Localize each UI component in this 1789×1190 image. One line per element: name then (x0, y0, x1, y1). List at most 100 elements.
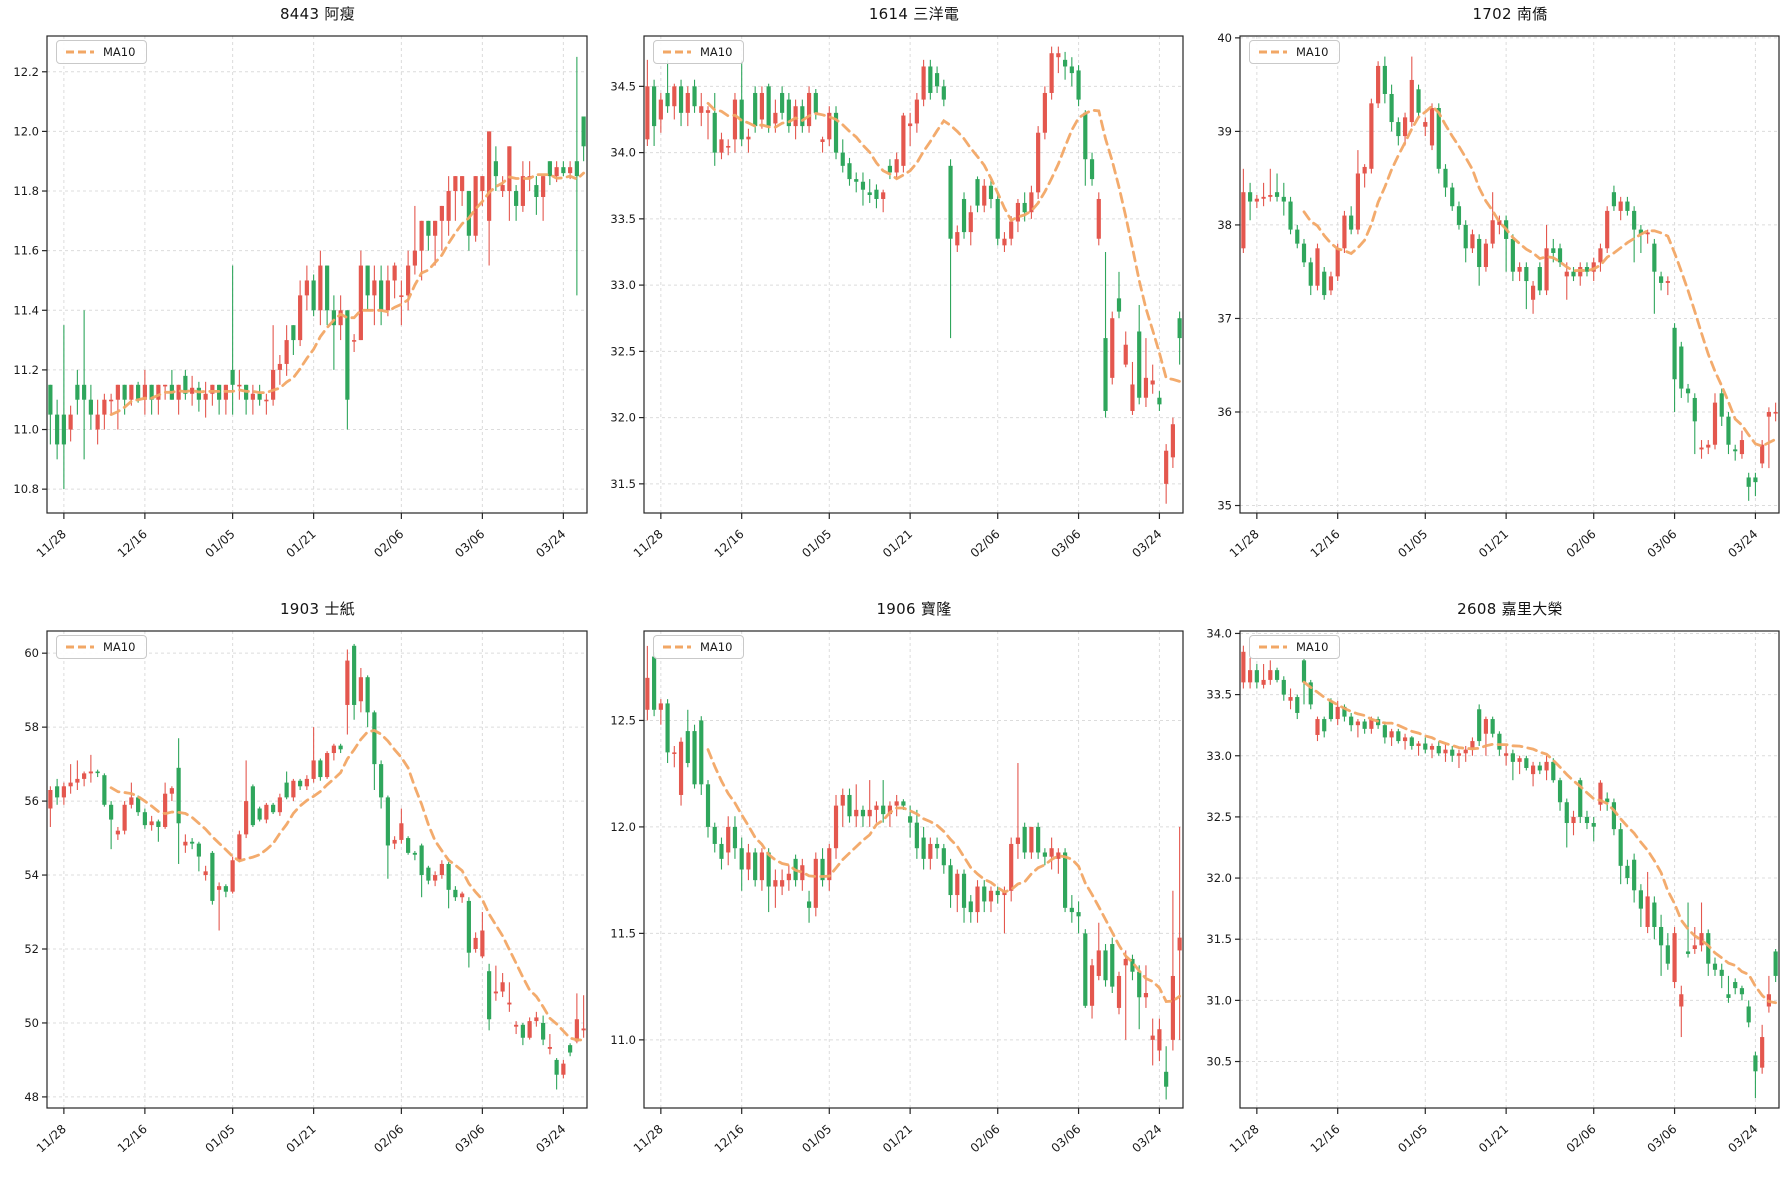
candlestick-plot: 35 36 37 38 39 40 11/28 12/16 01/05 01/21 02/06 03/… (1217, 31, 1780, 561)
legend: MA10 (653, 40, 745, 64)
candlestick-plot: 48 50 52 54 56 58 60 11/28 12/16 01/05 01/21 02/06 0… (24, 630, 588, 1156)
legend-label: MA10 (103, 45, 136, 59)
chart-panel-2608: 2608 嘉里大榮 30.5 31.0 31.5 32.0 32.5 33.0 33.5 34… (1193, 595, 1789, 1190)
chart-title: 1903 士紙 (279, 600, 356, 618)
svg-text:01/05: 01/05 (1395, 527, 1430, 561)
ma10-dash-icon (66, 50, 94, 54)
chart-title: 1906 寶隆 (876, 600, 952, 618)
svg-text:31.0: 31.0 (1206, 993, 1232, 1007)
svg-text:37: 37 (1217, 311, 1232, 325)
svg-text:33.0: 33.0 (1206, 749, 1232, 763)
legend: MA10 (1249, 40, 1341, 64)
ma10-dash-icon (1259, 645, 1287, 649)
svg-text:10.8: 10.8 (13, 482, 39, 496)
svg-text:11.4: 11.4 (13, 303, 39, 317)
legend-label: MA10 (1296, 45, 1329, 59)
svg-text:31.5: 31.5 (1206, 932, 1232, 946)
svg-text:11/28: 11/28 (34, 1122, 69, 1156)
svg-text:01/05: 01/05 (203, 527, 238, 561)
svg-text:32.5: 32.5 (1206, 810, 1232, 824)
svg-text:03/06: 03/06 (1645, 1122, 1680, 1156)
svg-text:02/06: 02/06 (371, 527, 406, 561)
svg-text:01/21: 01/21 (880, 527, 915, 561)
chart-panel-8443: 8443 阿瘦 10.8 11.0 11.2 11.4 11.6 11.8 12.0 12.2… (0, 0, 597, 595)
svg-text:12.2: 12.2 (13, 65, 39, 79)
svg-text:32.0: 32.0 (1206, 871, 1232, 885)
svg-text:58: 58 (24, 720, 39, 734)
svg-text:12/16: 12/16 (712, 1122, 747, 1156)
candlestick-plot: 31.5 32.0 32.5 33.0 33.5 34.0 34.5 11/28 12/16 01… (610, 35, 1184, 561)
svg-text:01/21: 01/21 (1476, 527, 1511, 561)
candlestick-plot: 30.5 31.0 31.5 32.0 32.5 33.0 33.5 34.0 11/28 12/… (1206, 626, 1780, 1156)
chart-panel-1906: 1906 寶隆 11.0 11.5 12.0 12.5 11/28 12/16 01/05 0… (597, 595, 1193, 1190)
svg-text:03/06: 03/06 (452, 1122, 487, 1156)
svg-text:12.0: 12.0 (610, 820, 636, 834)
svg-text:01/05: 01/05 (203, 1122, 238, 1156)
svg-text:03/06: 03/06 (452, 527, 487, 561)
svg-text:11/28: 11/28 (1227, 527, 1262, 561)
legend: MA10 (56, 40, 148, 64)
svg-text:30.5: 30.5 (1206, 1055, 1232, 1069)
svg-text:11/28: 11/28 (1227, 1122, 1262, 1156)
svg-text:03/24: 03/24 (1725, 1122, 1760, 1156)
svg-text:03/24: 03/24 (533, 1122, 568, 1156)
svg-text:02/06: 02/06 (968, 527, 1003, 561)
svg-text:03/24: 03/24 (533, 527, 568, 561)
svg-text:12/16: 12/16 (115, 1122, 150, 1156)
svg-text:01/21: 01/21 (284, 527, 319, 561)
svg-text:32.5: 32.5 (610, 344, 636, 358)
chart-title: 2608 嘉里大榮 (1457, 600, 1563, 618)
svg-text:11/28: 11/28 (631, 1122, 666, 1156)
svg-text:12/16: 12/16 (115, 527, 150, 561)
svg-text:54: 54 (24, 868, 39, 882)
svg-text:11.2: 11.2 (13, 363, 39, 377)
svg-text:12/16: 12/16 (1308, 1122, 1343, 1156)
candlestick-plot: 11.0 11.5 12.0 12.5 11/28 12/16 01/05 01/21 02/0… (610, 630, 1184, 1156)
svg-text:11/28: 11/28 (631, 527, 666, 561)
svg-text:03/06: 03/06 (1645, 527, 1680, 561)
svg-text:03/06: 03/06 (1049, 527, 1084, 561)
svg-text:12.0: 12.0 (13, 124, 39, 138)
svg-text:48: 48 (24, 1090, 39, 1104)
svg-text:11/28: 11/28 (34, 527, 69, 561)
svg-text:11.0: 11.0 (13, 423, 39, 437)
svg-text:02/06: 02/06 (371, 1122, 406, 1156)
legend-label: MA10 (103, 640, 136, 654)
ma10-dash-icon (663, 645, 691, 649)
svg-text:02/06: 02/06 (968, 1122, 1003, 1156)
svg-text:32.0: 32.0 (610, 411, 636, 425)
svg-text:36: 36 (1217, 405, 1232, 419)
svg-text:33.0: 33.0 (610, 278, 636, 292)
svg-text:35: 35 (1217, 499, 1232, 513)
chart-title: 1702 南僑 (1472, 5, 1548, 23)
svg-text:34.5: 34.5 (610, 79, 636, 93)
svg-text:52: 52 (24, 942, 39, 956)
legend-label: MA10 (700, 45, 733, 59)
svg-text:33.5: 33.5 (1206, 688, 1232, 702)
chart-title: 8443 阿瘦 (279, 5, 356, 23)
chart-title: 1614 三洋電 (868, 5, 960, 23)
svg-text:01/05: 01/05 (1395, 1122, 1430, 1156)
svg-text:56: 56 (24, 794, 39, 808)
legend-label: MA10 (1296, 640, 1329, 654)
svg-text:34.0: 34.0 (610, 146, 636, 160)
svg-text:01/05: 01/05 (799, 1122, 834, 1156)
svg-text:50: 50 (24, 1016, 39, 1030)
candlestick-plot: 10.8 11.0 11.2 11.4 11.6 11.8 12.0 12.2 11/28 12/… (13, 35, 588, 561)
svg-text:03/24: 03/24 (1129, 1122, 1164, 1156)
svg-text:34.0: 34.0 (1206, 626, 1232, 640)
ma10-dash-icon (1259, 50, 1287, 54)
legend: MA10 (653, 635, 745, 659)
legend: MA10 (56, 635, 148, 659)
svg-text:03/24: 03/24 (1129, 527, 1164, 561)
legend-label: MA10 (700, 640, 733, 654)
ma10-dash-icon (66, 645, 94, 649)
svg-text:39: 39 (1217, 124, 1232, 138)
svg-text:12/16: 12/16 (712, 527, 747, 561)
svg-text:02/06: 02/06 (1564, 527, 1599, 561)
svg-text:11.8: 11.8 (13, 184, 39, 198)
svg-text:01/05: 01/05 (799, 527, 834, 561)
svg-text:38: 38 (1217, 218, 1232, 232)
svg-text:11.5: 11.5 (610, 926, 636, 940)
